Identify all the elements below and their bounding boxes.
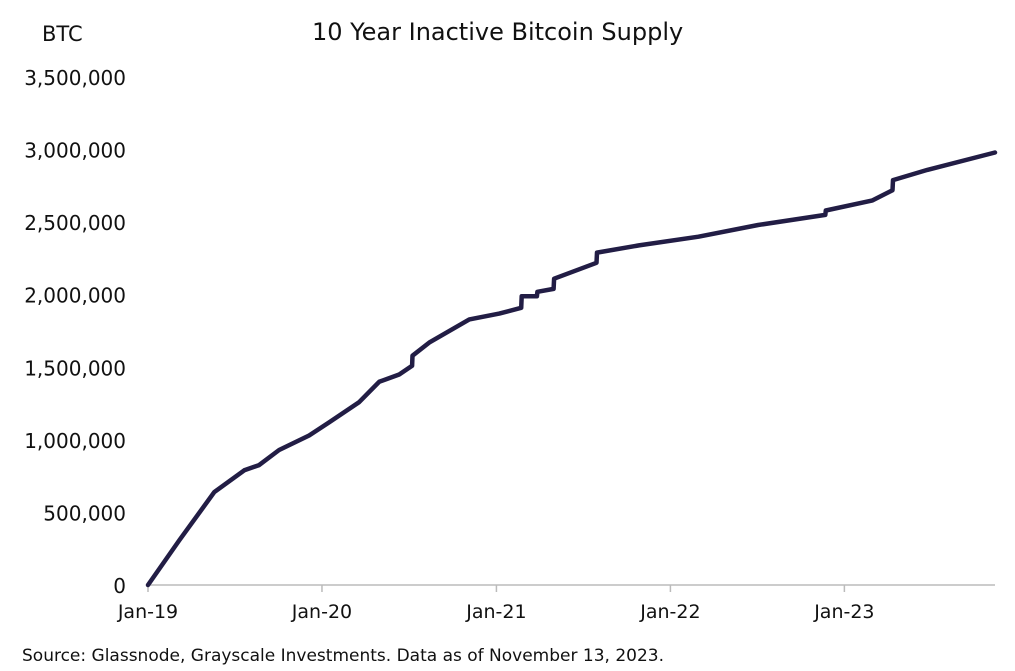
y-tick-label: 3,000,000 — [24, 139, 126, 163]
x-tick-label: Jan-22 — [639, 601, 700, 623]
inactive-supply-line — [145, 150, 998, 588]
chart-title: 10 Year Inactive Bitcoin Supply — [312, 18, 684, 46]
y-tick-label: 0 — [113, 574, 126, 598]
y-tick-label: 2,000,000 — [24, 284, 126, 308]
y-tick-label: 500,000 — [43, 501, 126, 525]
source-note: Source: Glassnode, Grayscale Investments… — [22, 646, 664, 666]
y-tick-label: 2,500,000 — [24, 211, 126, 235]
y-tick-label: 1,000,000 — [24, 429, 126, 453]
y-tick-label: 1,500,000 — [24, 356, 126, 380]
x-tick-label: Jan-21 — [465, 601, 526, 623]
x-tick-label: Jan-23 — [813, 601, 874, 623]
y-tick-label: 3,500,000 — [24, 66, 126, 90]
x-tick-label: Jan-19 — [117, 601, 178, 623]
y-axis-unit-label: BTC — [42, 22, 83, 46]
x-tick-label: Jan-20 — [291, 601, 352, 623]
